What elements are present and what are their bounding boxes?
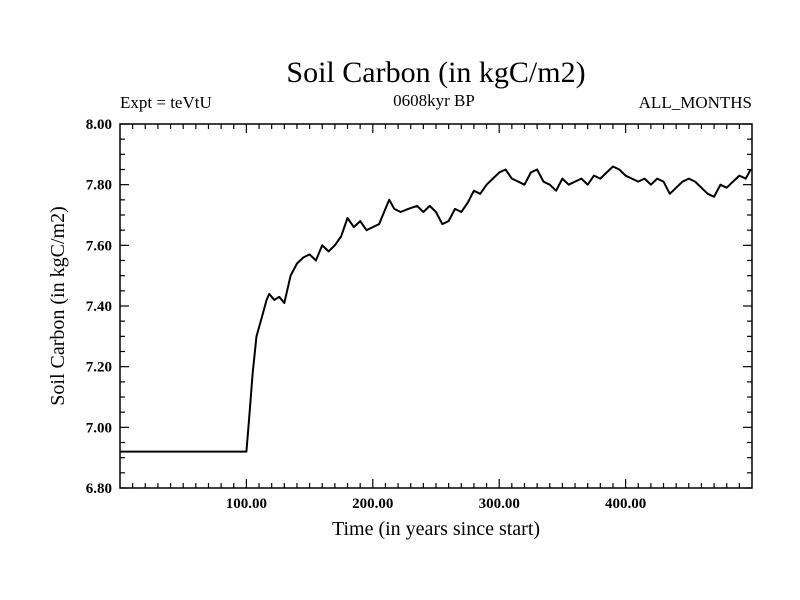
axis-ticks xyxy=(120,123,752,489)
y-tick-label: 6.80 xyxy=(86,481,112,497)
tick-labels: 100.00 200.00 300.00 400.00 6.80 7.00 7.20 7.40… xyxy=(86,117,646,512)
y-tick-label: 7.40 xyxy=(86,299,112,315)
y-tick-label: 7.80 xyxy=(86,178,112,194)
soil-carbon-series-line xyxy=(120,165,752,453)
period-label: 0608kyr BP xyxy=(393,91,475,110)
plot-frame xyxy=(119,123,753,489)
y-tick-label: 7.20 xyxy=(86,360,112,376)
y-axis-label: Soil Carbon (in kgC/m2) xyxy=(47,206,69,405)
x-tick-label: 300.00 xyxy=(479,496,520,512)
y-tick-label: 8.00 xyxy=(86,117,112,133)
x-tick-label: 100.00 xyxy=(226,496,267,512)
x-tick-label: 400.00 xyxy=(605,496,646,512)
y-tick-label: 7.00 xyxy=(86,420,112,436)
y-tick-label: 7.60 xyxy=(86,238,112,254)
x-axis-label: Time (in years since start) xyxy=(332,518,540,540)
experiment-label: Expt = teVtU xyxy=(120,93,212,112)
x-tick-label: 200.00 xyxy=(352,496,393,512)
months-label: ALL_MONTHS xyxy=(639,93,752,112)
chart-title: Soil Carbon (in kgC/m2) xyxy=(286,56,585,89)
